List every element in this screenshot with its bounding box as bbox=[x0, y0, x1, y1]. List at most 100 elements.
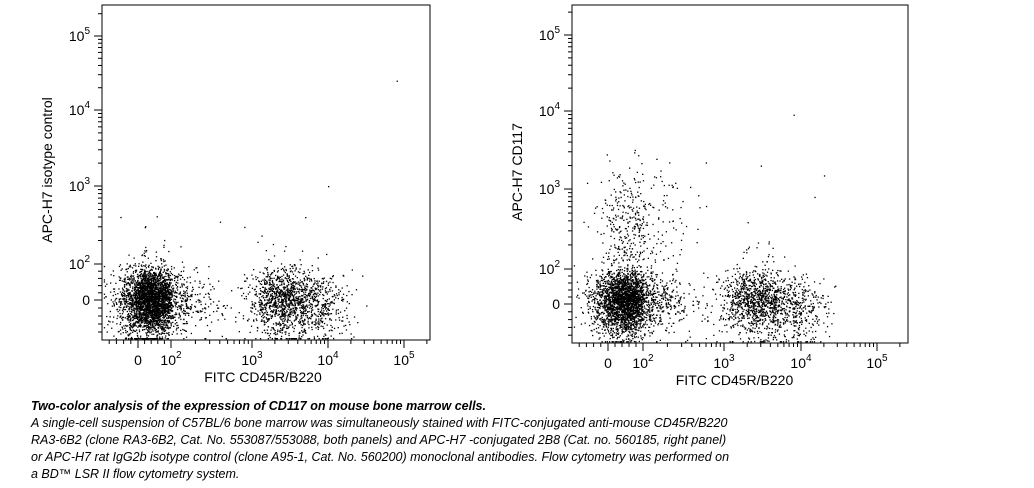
event-dot bbox=[145, 328, 147, 330]
event-dot bbox=[141, 322, 143, 324]
event-dot bbox=[167, 291, 169, 293]
event-dot bbox=[146, 279, 148, 281]
event-dot bbox=[603, 304, 605, 306]
event-dot bbox=[277, 329, 279, 331]
event-dot bbox=[181, 301, 183, 303]
event-dot bbox=[280, 327, 282, 330]
event-dot bbox=[135, 321, 138, 323]
event-dot bbox=[155, 313, 157, 315]
event-dot bbox=[299, 321, 302, 323]
event-dot bbox=[261, 301, 263, 303]
event-dot bbox=[164, 307, 166, 309]
event-dot bbox=[139, 318, 141, 320]
event-dot bbox=[285, 298, 288, 300]
event-dot bbox=[124, 301, 126, 303]
event-dot bbox=[291, 271, 294, 273]
event-dot bbox=[138, 293, 140, 296]
event-dot bbox=[163, 265, 165, 267]
event-dot bbox=[141, 307, 143, 309]
event-dot bbox=[282, 322, 285, 324]
event-dot bbox=[285, 294, 287, 296]
event-dot bbox=[270, 260, 272, 263]
event-dot bbox=[152, 278, 154, 280]
event-dot bbox=[640, 321, 642, 323]
event-dot bbox=[141, 301, 143, 303]
event-dot bbox=[643, 324, 645, 326]
event-dot bbox=[145, 246, 147, 249]
event-dot bbox=[144, 288, 146, 291]
event-dots bbox=[573, 114, 837, 343]
event-dot bbox=[279, 292, 281, 294]
event-dot bbox=[133, 317, 135, 319]
event-dot bbox=[287, 294, 290, 296]
event-dot bbox=[304, 297, 307, 299]
event-dot bbox=[156, 216, 158, 218]
event-dot bbox=[333, 299, 335, 301]
event-dot bbox=[132, 295, 134, 297]
event-dot bbox=[584, 294, 586, 296]
event-dot bbox=[285, 338, 287, 340]
event-dot bbox=[128, 303, 130, 305]
event-dot bbox=[283, 305, 286, 307]
event-dot bbox=[130, 296, 133, 298]
event-dot bbox=[273, 309, 275, 311]
event-dot bbox=[170, 293, 172, 296]
event-dot bbox=[142, 288, 144, 290]
event-dot bbox=[615, 285, 617, 287]
event-dot bbox=[322, 294, 324, 296]
event-dot bbox=[151, 324, 154, 326]
event-dot bbox=[315, 322, 317, 324]
event-dot bbox=[135, 304, 137, 306]
event-dot bbox=[176, 289, 179, 291]
event-dot bbox=[313, 336, 315, 338]
event-dot bbox=[296, 287, 298, 289]
event-dot bbox=[342, 298, 345, 300]
event-dot bbox=[309, 293, 311, 295]
event-dot bbox=[158, 308, 160, 310]
event-dot bbox=[167, 288, 169, 291]
event-dot bbox=[279, 294, 281, 296]
event-dot bbox=[265, 317, 267, 319]
event-dot bbox=[292, 278, 294, 280]
event-dot bbox=[323, 305, 325, 307]
event-dot bbox=[203, 283, 205, 286]
event-dot bbox=[289, 271, 292, 273]
event-dot bbox=[267, 271, 269, 274]
event-dot bbox=[153, 321, 156, 323]
event-dot bbox=[161, 329, 163, 331]
event-dot bbox=[276, 289, 278, 291]
x-tick-label: 105 bbox=[393, 350, 415, 368]
event-dot bbox=[266, 329, 268, 331]
event-dot bbox=[295, 316, 297, 318]
event-dot bbox=[154, 297, 157, 299]
event-dot bbox=[137, 279, 139, 282]
event-dot bbox=[287, 308, 289, 310]
event-dot bbox=[135, 294, 137, 296]
event-dot bbox=[161, 323, 163, 326]
event-dot bbox=[331, 290, 334, 292]
event-dot bbox=[274, 295, 276, 297]
event-dot bbox=[277, 299, 279, 301]
event-dot bbox=[300, 311, 303, 313]
event-dot bbox=[616, 287, 618, 289]
event-dot bbox=[273, 270, 275, 272]
event-dot bbox=[266, 311, 268, 314]
event-dot bbox=[167, 273, 169, 275]
event-dot bbox=[346, 285, 348, 287]
event-dot bbox=[165, 297, 168, 299]
event-dot bbox=[130, 266, 132, 268]
event-dot bbox=[160, 325, 162, 328]
event-dot bbox=[131, 307, 133, 309]
event-dot bbox=[167, 312, 170, 314]
event-dot bbox=[335, 286, 337, 288]
event-dot bbox=[177, 327, 179, 329]
event-dot bbox=[144, 310, 146, 313]
event-dot bbox=[158, 288, 160, 290]
event-dot bbox=[310, 287, 312, 289]
event-dot bbox=[137, 318, 139, 320]
event-dot bbox=[154, 287, 156, 289]
event-dot bbox=[156, 317, 159, 320]
event-dot bbox=[304, 331, 306, 333]
event-dot bbox=[268, 288, 270, 290]
event-dot bbox=[267, 320, 269, 322]
